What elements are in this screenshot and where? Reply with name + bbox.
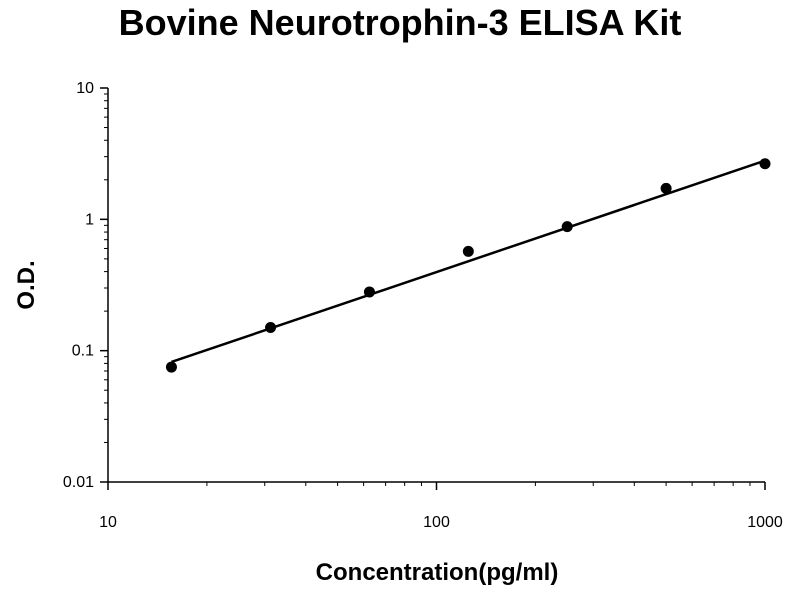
data-point [660, 182, 672, 194]
x-axis-label: Concentration(pg/ml) [316, 559, 559, 586]
x-tick-label: 10 [99, 514, 117, 531]
data-point [363, 286, 375, 298]
data-point [265, 322, 277, 334]
fit-line [171, 159, 766, 364]
fit-line-group [171, 159, 766, 364]
data-point [165, 361, 177, 373]
x-tick-label: 1000 [747, 514, 783, 531]
y-tick-label: 10 [76, 80, 94, 97]
chart-title: Bovine Neurotrophin-3 ELISA Kit [118, 2, 682, 43]
y-axis-label: O.D. [13, 260, 40, 309]
data-points [165, 158, 771, 373]
data-point [561, 221, 573, 233]
data-point [462, 245, 474, 257]
data-point [759, 158, 771, 170]
axes: 10 1 0.1 0.01 10 100 1000 [63, 80, 783, 531]
y-tick-label: 0.1 [72, 343, 94, 360]
y-tick-label: 0.01 [63, 474, 94, 491]
y-tick-label: 1 [85, 211, 94, 228]
x-tick-label: 100 [423, 514, 450, 531]
